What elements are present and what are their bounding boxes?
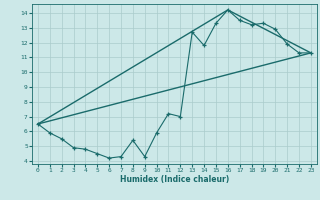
X-axis label: Humidex (Indice chaleur): Humidex (Indice chaleur) <box>120 175 229 184</box>
